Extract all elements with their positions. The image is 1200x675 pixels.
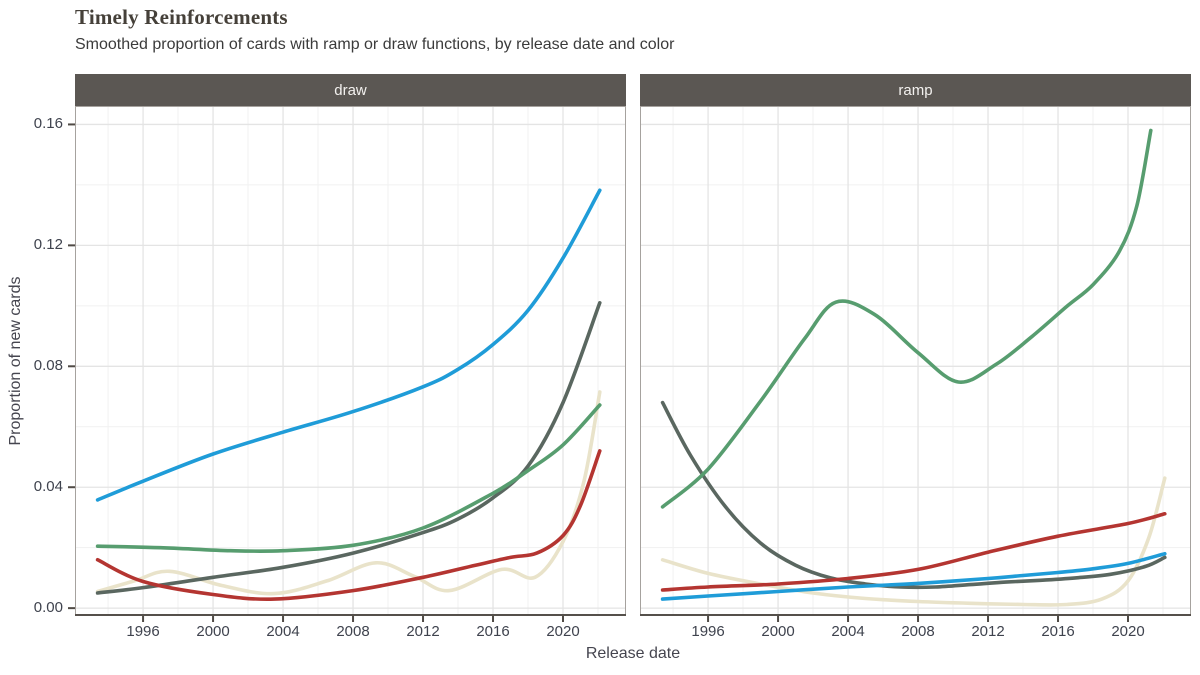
x-tick-label: 2008 xyxy=(336,623,370,640)
x-axis-ticks-ramp: 1996 2000 2004 2008 2012 2016 2020 xyxy=(640,623,1191,641)
panel-border xyxy=(75,106,626,616)
panel-border xyxy=(640,106,1191,616)
series-line-red xyxy=(660,511,1167,592)
facet-strip-ramp: ramp xyxy=(640,74,1191,106)
series-line-black xyxy=(660,400,1167,590)
plot-panel-draw xyxy=(68,106,626,622)
x-tick-label: 2000 xyxy=(761,623,795,640)
x-tick-label: 1996 xyxy=(126,623,160,640)
x-tick-label: 2000 xyxy=(196,623,230,640)
x-axis-title: Release date xyxy=(585,645,681,662)
x-axis-ticks-draw: 1996 2000 2004 2008 2012 2016 2020 xyxy=(75,623,626,641)
x-tick-label: 2008 xyxy=(901,623,935,640)
y-tick-label: 0.00 xyxy=(33,599,63,617)
y-axis-ticks: 0.00 0.04 0.08 0.12 0.16 xyxy=(0,106,76,616)
y-tick-label: 0.04 xyxy=(33,478,63,496)
series-line-green xyxy=(660,128,1153,509)
x-tick-label: 1996 xyxy=(691,623,725,640)
facet-strip-ramp-label: ramp xyxy=(898,81,933,99)
y-tick-label: 0.12 xyxy=(33,236,63,254)
draw-panel-plot xyxy=(68,106,626,622)
facet-strip-draw: draw xyxy=(75,74,626,106)
x-tick-label: 2016 xyxy=(1041,623,1075,640)
y-axis-title: Proportion of new cards xyxy=(7,276,24,446)
y-tick-label: 0.08 xyxy=(33,357,63,375)
series-line-white xyxy=(95,390,602,596)
x-tick-label: 2012 xyxy=(971,623,1005,640)
plot-panel-ramp xyxy=(640,106,1191,622)
chart-title: Timely Reinforcements xyxy=(75,5,288,29)
series-line-blue xyxy=(95,188,602,502)
x-tick-label: 2012 xyxy=(406,623,440,640)
x-tick-label: 2016 xyxy=(476,623,510,640)
chart-subtitle: Smoothed proportion of cards with ramp o… xyxy=(75,36,675,53)
ramp-panel-plot xyxy=(640,106,1191,622)
series-line-blue xyxy=(660,551,1167,601)
x-tick-label: 2020 xyxy=(546,623,580,640)
series-line-green xyxy=(95,403,602,554)
series-line-red xyxy=(95,449,602,601)
series-line-black xyxy=(95,301,602,595)
x-tick-label: 2004 xyxy=(266,623,300,640)
facet-strip-draw-label: draw xyxy=(334,81,367,99)
x-tick-label: 2004 xyxy=(831,623,865,640)
x-tick-label: 2020 xyxy=(1111,623,1145,640)
y-tick-label: 0.16 xyxy=(33,115,63,133)
